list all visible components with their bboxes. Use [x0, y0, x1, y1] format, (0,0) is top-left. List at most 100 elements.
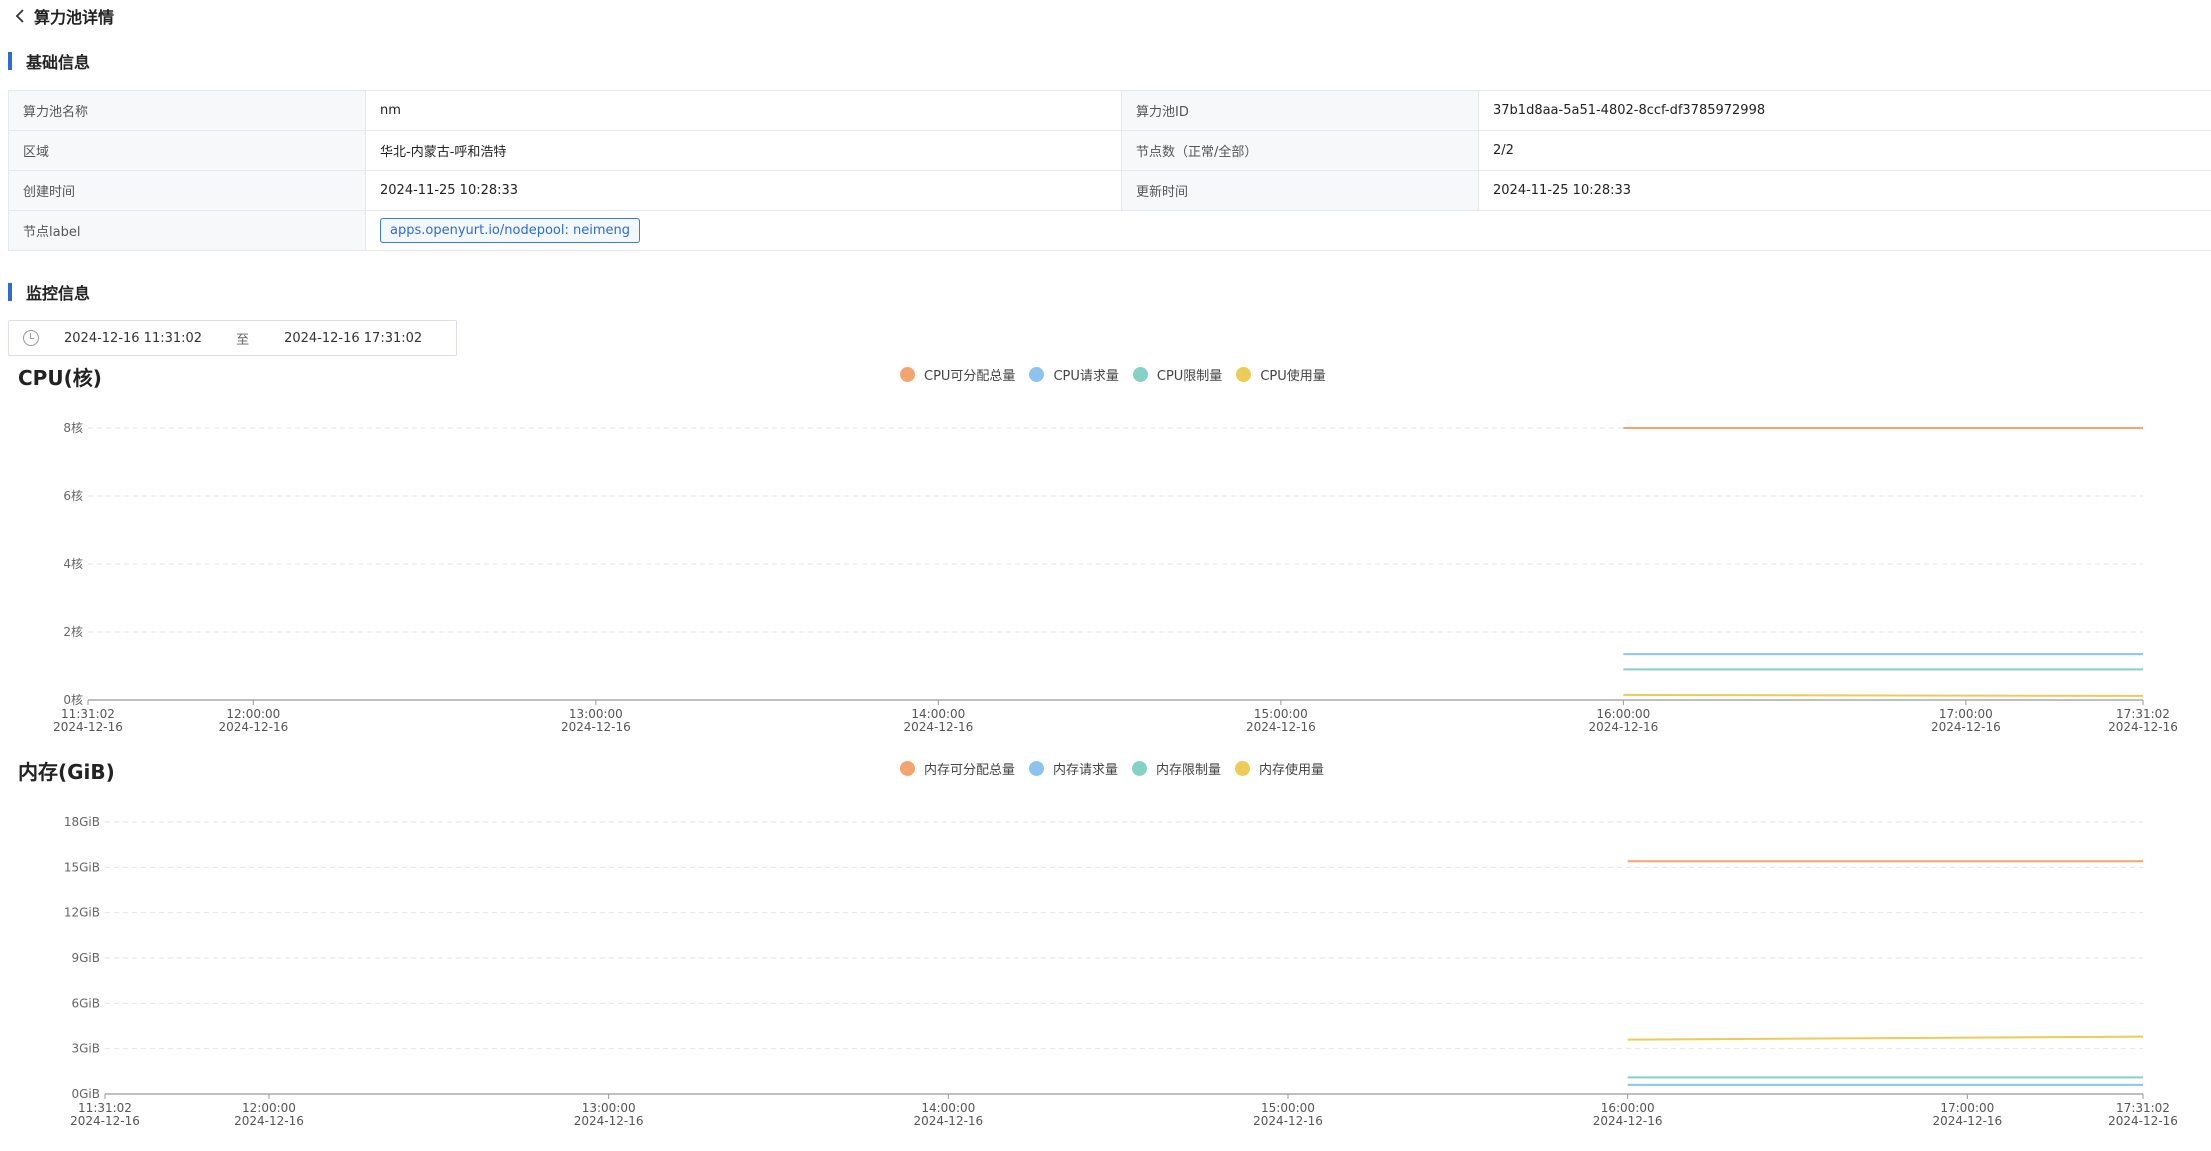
legend-label: 内存限制量 — [1156, 763, 1222, 778]
info-value: 37b1d8aa-5a51-4802-8ccf-df3785972998 — [1478, 90, 2211, 131]
x-tick-date-label: 2024-12-16 — [1246, 720, 1316, 734]
memory-chart-legend: 内存可分配总量 内存请求量 内存限制量 内存使用量 — [900, 759, 1338, 778]
page-header: 算力池详情 — [10, 4, 114, 28]
info-key: 节点数（正常/全部） — [1121, 130, 1479, 171]
cpu-chart-title: CPU(核) — [18, 366, 102, 390]
x-tick-date-label: 2024-12-16 — [1932, 1114, 2002, 1128]
table-row: 区域 华北-内蒙古-呼和浩特 节点数（正常/全部） 2/2 — [8, 130, 2211, 171]
legend-label: 内存使用量 — [1259, 763, 1325, 778]
chevron-left-icon[interactable] — [10, 6, 30, 26]
x-tick-date-label: 2024-12-16 — [234, 1114, 304, 1128]
legend-item[interactable]: CPU使用量 — [1236, 365, 1326, 384]
legend-dot — [900, 367, 915, 382]
legend-label: CPU可分配总量 — [924, 369, 1016, 384]
legend-dot — [1029, 761, 1045, 776]
info-value: 2/2 — [1478, 130, 2211, 171]
x-tick-date-label: 2024-12-16 — [53, 720, 123, 734]
y-tick-label: 3GiB — [72, 1042, 101, 1056]
x-tick-date-label: 2024-12-16 — [2108, 1114, 2178, 1128]
section-title-text: 监控信息 — [26, 284, 91, 303]
x-tick-date-label: 2024-12-16 — [1593, 1114, 1663, 1128]
range-start[interactable]: 2024-12-16 11:31:02 — [64, 330, 203, 346]
table-row: 创建时间 2024-11-25 10:28:33 更新时间 2024-11-25… — [8, 170, 2211, 211]
monitor-info-section-title: 监控信息 — [8, 281, 90, 303]
x-tick-date-label: 2024-12-16 — [561, 720, 631, 734]
legend-item[interactable]: CPU限制量 — [1132, 365, 1223, 384]
info-value: 华北-内蒙古-呼和浩特 — [365, 130, 1122, 171]
info-key: 创建时间 — [8, 170, 366, 211]
x-tick-label: 16:00:00 — [1601, 1101, 1655, 1115]
y-tick-label: 18GiB — [64, 815, 100, 829]
info-value: apps.openyurt.io/nodepool: neimeng — [365, 210, 2211, 251]
legend-item[interactable]: 内存可分配总量 — [900, 759, 1015, 778]
info-key: 更新时间 — [1121, 170, 1479, 211]
info-value: nm — [365, 90, 1122, 131]
series-line — [1623, 693, 2144, 697]
legend-item[interactable]: 内存限制量 — [1132, 759, 1221, 778]
legend-label: 内存请求量 — [1053, 763, 1119, 778]
y-tick-label: 12GiB — [64, 906, 100, 920]
y-tick-label: 6核 — [63, 489, 83, 503]
legend-item[interactable]: CPU请求量 — [1029, 365, 1119, 384]
x-tick-label: 13:00:00 — [569, 707, 623, 721]
legend-item[interactable]: CPU可分配总量 — [900, 365, 1015, 384]
x-tick-date-label: 2024-12-16 — [70, 1114, 140, 1128]
range-end[interactable]: 2024-12-16 17:31:02 — [284, 330, 423, 346]
table-row: 算力池名称 nm 算力池ID 37b1d8aa-5a51-4802-8ccf-d… — [8, 90, 2211, 131]
x-tick-date-label: 2024-12-16 — [218, 720, 288, 734]
cpu-line-chart: 0核2核4核6核8核11:31:022024-12-1612:00:002024… — [53, 421, 2178, 734]
legend-dot — [1236, 367, 1252, 382]
x-tick-label: 17:00:00 — [1939, 707, 1993, 721]
info-key: 算力池名称 — [8, 90, 366, 131]
x-tick-label: 16:00:00 — [1596, 707, 1650, 721]
x-tick-label: 12:00:00 — [226, 707, 280, 721]
legend-label: 内存可分配总量 — [924, 763, 1016, 778]
time-range-picker[interactable]: 2024-12-16 11:31:02 至 2024-12-16 17:31:0… — [8, 320, 457, 356]
range-separator: 至 — [236, 332, 250, 348]
memory-line-chart: 0GiB3GiB6GiB9GiB12GiB15GiB18GiB11:31:022… — [64, 815, 2178, 1128]
legend-dot — [1029, 367, 1045, 382]
legend-dot — [1132, 367, 1148, 382]
x-tick-date-label: 2024-12-16 — [1931, 720, 2001, 734]
legend-dot — [1235, 761, 1251, 776]
legend-label: CPU限制量 — [1156, 369, 1223, 384]
y-tick-label: 0核 — [63, 693, 83, 707]
memory-chart-title: 内存(GiB) — [18, 760, 115, 784]
x-tick-label: 17:00:00 — [1940, 1101, 1994, 1115]
node-label-tag: apps.openyurt.io/nodepool: neimeng — [380, 218, 640, 243]
table-row: 节点label apps.openyurt.io/nodepool: neime… — [8, 210, 2211, 251]
info-key: 区域 — [8, 130, 366, 171]
x-tick-label: 12:00:00 — [242, 1101, 296, 1115]
legend-dot — [900, 761, 915, 776]
x-tick-label: 14:00:00 — [921, 1101, 975, 1115]
series-line — [1627, 1035, 2144, 1041]
x-tick-label: 17:31:02 — [2116, 1101, 2170, 1115]
x-tick-label: 11:31:02 — [78, 1101, 132, 1115]
section-title-text: 基础信息 — [26, 53, 91, 72]
legend-label: CPU请求量 — [1053, 369, 1119, 384]
x-tick-label: 14:00:00 — [911, 707, 965, 721]
clock-icon — [23, 330, 39, 346]
x-tick-label: 15:00:00 — [1261, 1101, 1315, 1115]
y-tick-label: 15GiB — [64, 860, 100, 874]
legend-dot — [1132, 761, 1148, 776]
legend-item[interactable]: 内存使用量 — [1235, 759, 1324, 778]
y-tick-label: 8核 — [63, 421, 83, 435]
x-tick-date-label: 2024-12-16 — [574, 1114, 644, 1128]
y-tick-label: 4核 — [63, 557, 83, 571]
legend-item[interactable]: 内存请求量 — [1029, 759, 1118, 778]
x-tick-date-label: 2024-12-16 — [2108, 720, 2178, 734]
cpu-chart-legend: CPU可分配总量 CPU请求量 CPU限制量 CPU使用量 — [900, 365, 1340, 384]
y-tick-label: 2核 — [63, 625, 83, 639]
legend-label: CPU使用量 — [1260, 369, 1326, 384]
basic-info-table: 算力池名称 nm 算力池ID 37b1d8aa-5a51-4802-8ccf-d… — [8, 90, 2211, 251]
x-tick-label: 13:00:00 — [582, 1101, 636, 1115]
x-tick-date-label: 2024-12-16 — [913, 1114, 983, 1128]
x-tick-label: 15:00:00 — [1254, 707, 1308, 721]
page-title: 算力池详情 — [34, 8, 115, 27]
y-tick-label: 6GiB — [72, 996, 101, 1010]
section-accent-bar — [8, 283, 12, 301]
section-accent-bar — [8, 52, 12, 70]
x-tick-date-label: 2024-12-16 — [903, 720, 973, 734]
y-tick-label: 9GiB — [72, 951, 101, 965]
